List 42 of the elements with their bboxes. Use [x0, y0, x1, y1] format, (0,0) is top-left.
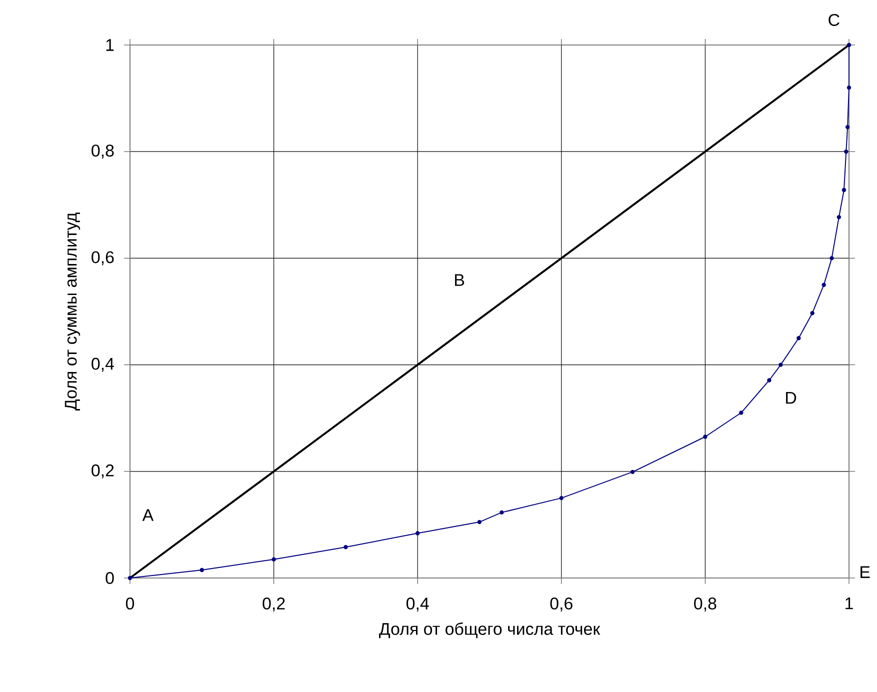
point [128, 576, 132, 580]
x-tick-label: 0 [126, 598, 134, 610]
x-tick-label: 1 [846, 598, 853, 610]
x-tick-label: 0,2 [262, 598, 285, 612]
point [796, 336, 801, 340]
annotation: B [455, 274, 464, 286]
point [344, 544, 348, 550]
y-tick-label: 1 [106, 39, 114, 51]
x-tick-label: 0,8 [694, 598, 716, 612]
y-tick-label: 0 [106, 572, 114, 584]
text: E [860, 566, 870, 578]
point [846, 42, 852, 48]
point [845, 124, 850, 130]
point [272, 557, 276, 562]
annotation: A [142, 509, 154, 521]
point [842, 188, 846, 192]
point [767, 378, 772, 382]
annotation: D [786, 392, 796, 404]
point [500, 510, 504, 515]
x-tick-label: 0,4 [406, 598, 429, 612]
point [836, 215, 842, 220]
point [630, 470, 635, 474]
point [477, 520, 482, 524]
point [416, 531, 420, 536]
y-tick-label: 0,6 [92, 251, 114, 266]
x-tick-label: 0,6 [550, 598, 572, 612]
text: C [828, 14, 840, 26]
point [846, 86, 852, 90]
point [739, 410, 744, 415]
y-tick-label: 0,2 [92, 464, 114, 478]
point [830, 256, 834, 260]
y-axis-title: Доля от суммы амплитуд [64, 212, 80, 410]
point [822, 282, 826, 287]
point [844, 150, 848, 154]
y-tick-label: 0,4 [92, 358, 114, 372]
point [810, 311, 814, 316]
point [778, 362, 783, 367]
point [559, 496, 564, 500]
y-tick-label: 0,8 [92, 144, 114, 159]
point [200, 568, 204, 572]
point [703, 434, 708, 439]
x-axis-title: Доля от общего числа точек [379, 622, 600, 638]
